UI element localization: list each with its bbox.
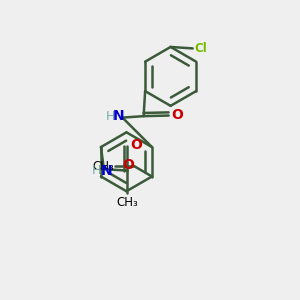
Text: CH₃: CH₃ bbox=[117, 196, 138, 209]
Text: Cl: Cl bbox=[194, 42, 207, 55]
Text: O: O bbox=[130, 138, 142, 152]
Text: O: O bbox=[122, 158, 134, 172]
Text: N: N bbox=[113, 109, 125, 123]
Text: N: N bbox=[100, 164, 112, 178]
Text: O: O bbox=[171, 108, 183, 122]
Text: H: H bbox=[92, 164, 101, 177]
Text: CH₃: CH₃ bbox=[92, 160, 114, 173]
Text: H: H bbox=[105, 110, 115, 123]
